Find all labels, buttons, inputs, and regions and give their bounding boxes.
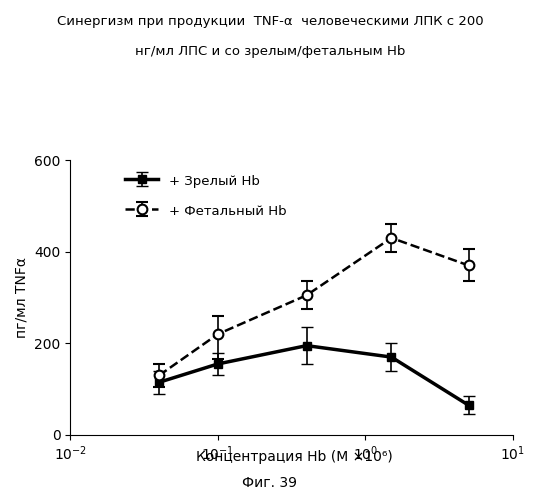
Text: Синергизм при продукции  TNF-α  человеческими ЛПК с 200: Синергизм при продукции TNF-α человеческ… xyxy=(57,15,483,28)
Y-axis label: пг/мл TNFα: пг/мл TNFα xyxy=(15,257,29,338)
Text: Фиг. 39: Фиг. 39 xyxy=(242,476,298,490)
Text: Концентрация Hb (М ×10⁶): Концентрация Hb (М ×10⁶) xyxy=(196,450,393,464)
Legend: + Зрелый Hb, + Фетальный Hb: + Зрелый Hb, + Фетальный Hb xyxy=(121,170,290,222)
Text: нг/мл ЛПС и со зрелым/фетальным Hb: нг/мл ЛПС и со зрелым/фетальным Hb xyxy=(135,45,405,58)
